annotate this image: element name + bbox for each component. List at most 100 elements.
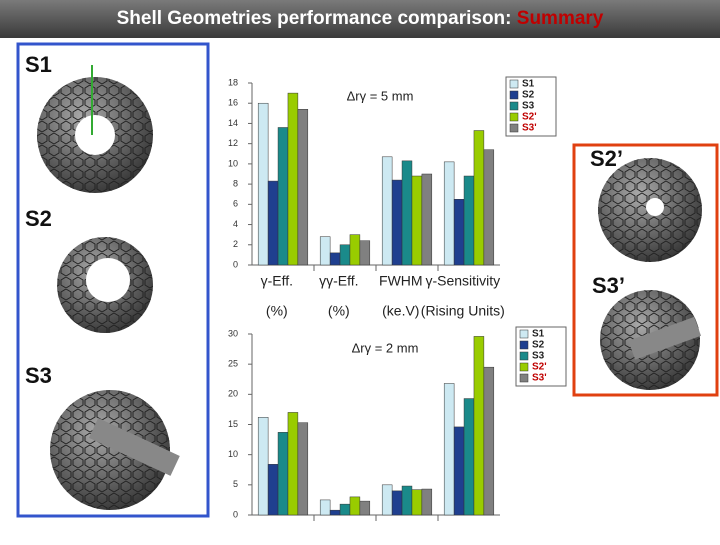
right-frame bbox=[572, 143, 719, 397]
label-s1: S1 bbox=[25, 52, 52, 77]
y-tick-label: 20 bbox=[228, 389, 238, 399]
bar bbox=[339, 503, 351, 516]
bar bbox=[483, 366, 495, 516]
geometry-s3 bbox=[50, 390, 180, 510]
bar bbox=[381, 156, 393, 266]
bar bbox=[421, 173, 433, 266]
y-tick-label: 4 bbox=[233, 219, 238, 229]
legend-swatch bbox=[509, 123, 519, 133]
label-s2p: S2’ bbox=[590, 146, 623, 171]
geometry-s3p bbox=[600, 290, 702, 390]
bar bbox=[349, 496, 361, 516]
bar bbox=[349, 234, 361, 266]
legend-swatch bbox=[509, 90, 519, 100]
bar bbox=[463, 398, 475, 516]
y-tick-label: 16 bbox=[228, 98, 238, 108]
y-tick-label: 15 bbox=[228, 419, 238, 429]
y-tick-label: 5 bbox=[233, 479, 238, 489]
y-tick-label: 18 bbox=[228, 77, 238, 87]
title-highlight: Summary bbox=[517, 8, 604, 29]
bar bbox=[421, 488, 433, 516]
y-tick-label: 14 bbox=[228, 118, 238, 128]
legend-label: S2 bbox=[522, 90, 535, 101]
bar bbox=[359, 500, 371, 516]
category-label: γ-Sensitivity bbox=[425, 273, 500, 289]
left-frame bbox=[16, 42, 210, 518]
bar bbox=[401, 485, 413, 516]
category-unit: (Rising Units) bbox=[421, 303, 505, 319]
geometry-s1 bbox=[37, 65, 153, 193]
bar bbox=[277, 127, 289, 266]
y-tick-label: 2 bbox=[233, 239, 238, 249]
legend-label: S2' bbox=[532, 362, 547, 373]
bar bbox=[267, 464, 279, 516]
bar bbox=[257, 417, 269, 516]
bar bbox=[359, 240, 371, 266]
legend-label: S3' bbox=[532, 373, 547, 384]
legend-swatch bbox=[509, 101, 519, 111]
category-unit: (%) bbox=[266, 303, 288, 319]
bar bbox=[329, 252, 341, 266]
bar bbox=[401, 160, 413, 266]
legend-label: S2' bbox=[522, 112, 537, 123]
bar bbox=[391, 179, 403, 266]
legend-swatch bbox=[509, 112, 519, 122]
legend-swatch bbox=[509, 79, 519, 89]
bar bbox=[391, 490, 403, 516]
legend-label: S3 bbox=[532, 351, 545, 362]
annotation: Δrγ = 5 mm bbox=[347, 88, 414, 103]
legend-swatch bbox=[519, 329, 529, 339]
legend-label: S1 bbox=[522, 79, 535, 90]
title-bar bbox=[0, 0, 720, 38]
annotation: Δrγ = 2 mm bbox=[352, 340, 419, 355]
legend-swatch bbox=[519, 340, 529, 350]
category-label: FWHM bbox=[379, 273, 423, 289]
bar bbox=[463, 175, 475, 266]
bar bbox=[287, 92, 299, 266]
bar bbox=[257, 102, 269, 266]
bar bbox=[287, 412, 299, 516]
geometry-s2p bbox=[598, 158, 702, 262]
slide-title: Shell Geometries performance comparison:… bbox=[117, 8, 604, 29]
bar bbox=[411, 489, 423, 516]
title-text: Shell Geometries performance comparison: bbox=[117, 8, 517, 29]
category-unit: (%) bbox=[328, 303, 350, 319]
category-label: γ-Eff. bbox=[261, 273, 293, 289]
bar bbox=[329, 509, 341, 516]
legend-label: S2 bbox=[532, 340, 545, 351]
geometry-s2 bbox=[57, 237, 153, 333]
legend-label: S3' bbox=[522, 123, 537, 134]
bar bbox=[297, 109, 309, 266]
bar bbox=[267, 180, 279, 266]
bar bbox=[339, 244, 351, 266]
y-tick-label: 12 bbox=[228, 138, 238, 148]
bar bbox=[473, 130, 485, 266]
y-tick-label: 6 bbox=[233, 199, 238, 209]
y-tick-label: 25 bbox=[228, 359, 238, 369]
legend-label: S1 bbox=[532, 329, 545, 340]
bar bbox=[443, 161, 455, 266]
category-unit: (ke.V) bbox=[382, 303, 419, 319]
y-tick-label: 0 bbox=[233, 509, 238, 519]
bar bbox=[473, 336, 485, 516]
label-s3p: S3’ bbox=[592, 273, 625, 298]
bar bbox=[443, 383, 455, 516]
bar bbox=[453, 426, 465, 516]
bar bbox=[381, 484, 393, 516]
y-tick-label: 30 bbox=[228, 328, 238, 338]
label-s3: S3 bbox=[25, 363, 52, 388]
category-label: γγ-Eff. bbox=[319, 273, 358, 289]
legend-swatch bbox=[519, 362, 529, 372]
y-tick-label: 10 bbox=[228, 158, 238, 168]
y-tick-label: 0 bbox=[233, 259, 238, 269]
y-tick-label: 10 bbox=[228, 449, 238, 459]
bar bbox=[411, 175, 423, 266]
label-s2: S2 bbox=[25, 206, 52, 231]
legend-label: S3 bbox=[522, 101, 535, 112]
bar bbox=[319, 236, 331, 266]
bar bbox=[453, 199, 465, 266]
bar bbox=[483, 149, 495, 266]
bar bbox=[277, 432, 289, 516]
y-tick-label: 8 bbox=[233, 178, 238, 188]
